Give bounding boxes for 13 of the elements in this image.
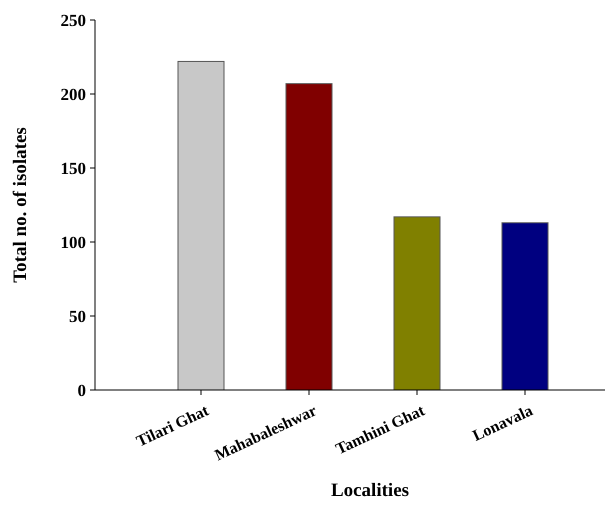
bar bbox=[394, 216, 440, 390]
y-axis-title: Total no. of isolates bbox=[10, 127, 31, 283]
bar bbox=[502, 222, 548, 390]
y-tick-label: 100 bbox=[60, 232, 86, 252]
y-tick-label: 250 bbox=[60, 10, 86, 30]
x-axis-title: Localities bbox=[330, 480, 410, 501]
bar bbox=[178, 60, 224, 390]
y-tick-label: 0 bbox=[78, 380, 86, 400]
x-tick-label: Tilari Ghat bbox=[134, 402, 212, 451]
y-tick-label: 200 bbox=[60, 84, 86, 104]
bar bbox=[286, 83, 332, 390]
y-tick-label: 50 bbox=[69, 306, 86, 326]
y-tick-label: 150 bbox=[60, 158, 86, 178]
